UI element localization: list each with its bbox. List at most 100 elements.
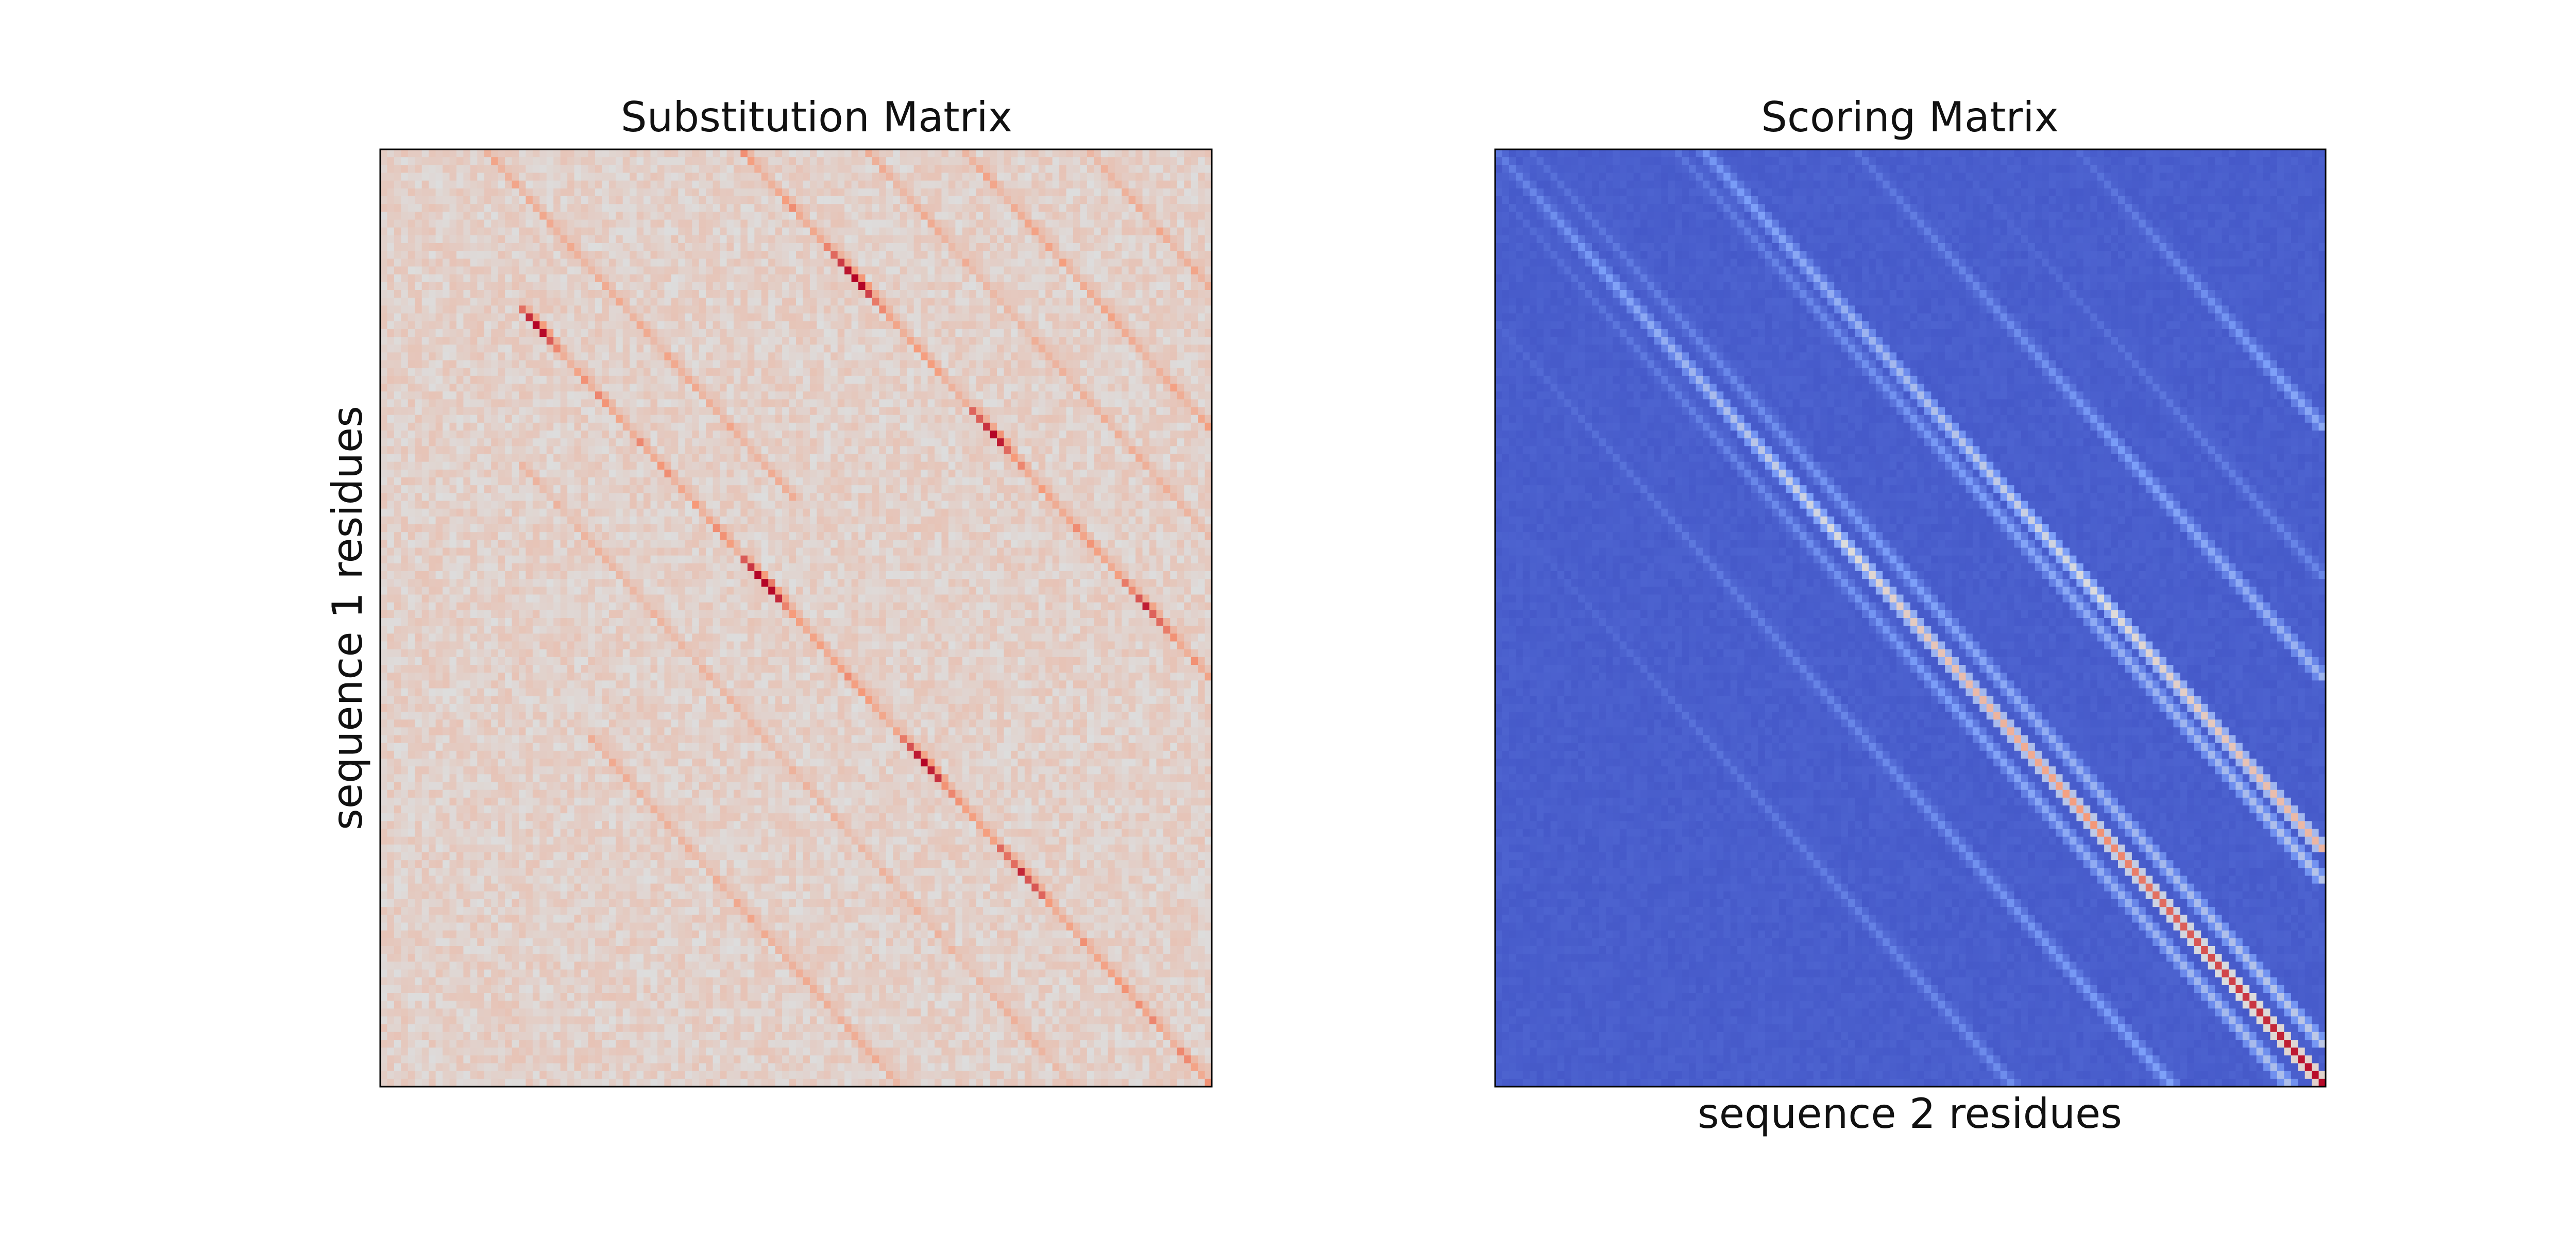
substitution-matrix-cell [941, 305, 948, 314]
substitution-matrix-cell [456, 212, 464, 220]
substitution-matrix-cell [858, 314, 866, 322]
substitution-matrix-cell [713, 462, 720, 470]
substitution-matrix-cell [387, 290, 394, 298]
substitution-matrix-cell [401, 212, 408, 220]
substitution-matrix-cell [713, 204, 720, 212]
substitution-matrix-cell [643, 220, 651, 228]
substitution-matrix-cell [491, 173, 498, 181]
substitution-matrix-cell [768, 251, 775, 259]
substitution-matrix-cell [678, 462, 685, 470]
substitution-matrix-cell [1156, 267, 1163, 275]
substitution-matrix-cell [505, 431, 512, 439]
substitution-matrix-cell [1184, 446, 1191, 454]
substitution-matrix-cell [872, 423, 879, 431]
substitution-matrix-cell [858, 298, 866, 306]
substitution-matrix-cell [533, 165, 540, 173]
substitution-matrix-cell [754, 282, 761, 290]
substitution-matrix-cell [1122, 337, 1129, 345]
substitution-matrix-cell [505, 470, 512, 478]
substitution-matrix-cell [928, 173, 935, 181]
substitution-matrix-cell [1191, 274, 1198, 283]
substitution-matrix-cell [866, 446, 873, 454]
substitution-matrix-cell [907, 290, 914, 298]
substitution-matrix-cell [1025, 196, 1032, 204]
substitution-matrix-cell [553, 235, 561, 244]
substitution-matrix-cell [623, 204, 630, 212]
substitution-matrix-cell [1031, 274, 1039, 283]
substitution-matrix-cell [748, 446, 755, 454]
substitution-matrix-cell [914, 251, 921, 259]
substitution-matrix-cell [810, 220, 817, 228]
substitution-matrix-cell [616, 149, 623, 158]
substitution-matrix-cell [740, 368, 748, 376]
substitution-matrix-cell [886, 329, 893, 337]
substitution-matrix-cell [415, 329, 422, 337]
substitution-matrix-cell [1053, 391, 1060, 400]
substitution-matrix-cell [962, 157, 970, 165]
substitution-matrix-cell [380, 407, 387, 416]
substitution-matrix-cell [935, 337, 942, 345]
substitution-matrix-cell [429, 431, 436, 439]
substitution-matrix-cell [831, 149, 838, 158]
substitution-matrix-cell [727, 212, 734, 220]
substitution-matrix-cell [401, 157, 408, 165]
substitution-matrix-cell [1059, 446, 1066, 454]
substitution-matrix-cell [852, 188, 859, 197]
substitution-matrix-cell [824, 321, 831, 330]
substitution-matrix-cell [789, 376, 796, 384]
substitution-matrix-cell [1108, 181, 1115, 189]
substitution-matrix-cell [928, 251, 935, 259]
substitution-matrix-cell [422, 196, 429, 204]
substitution-matrix-cell [914, 181, 921, 189]
substitution-matrix-cell [443, 376, 450, 384]
substitution-matrix-cell [1143, 228, 1150, 236]
substitution-matrix-cell [941, 314, 948, 322]
substitution-matrix-cell [630, 267, 637, 275]
substitution-matrix-cell [727, 149, 734, 158]
substitution-matrix-cell [1059, 165, 1066, 173]
substitution-matrix-cell [921, 438, 928, 447]
substitution-matrix-cell [387, 431, 394, 439]
substitution-matrix-cell [872, 157, 879, 165]
substitution-matrix-cell [1136, 267, 1143, 275]
substitution-matrix-cell [782, 149, 789, 158]
substitution-matrix-cell [948, 446, 956, 454]
substitution-matrix-cell [852, 446, 859, 454]
substitution-matrix-cell [477, 259, 484, 267]
substitution-matrix-cell [789, 384, 796, 392]
substitution-matrix-cell [574, 282, 582, 290]
substitution-matrix-cell [1066, 462, 1074, 470]
substitution-matrix-cell [928, 305, 935, 314]
substitution-matrix-cell [914, 259, 921, 267]
substitution-matrix-cell [858, 165, 866, 173]
substitution-matrix-cell [900, 282, 907, 290]
substitution-matrix-cell [1025, 235, 1032, 244]
substitution-matrix-cell [463, 196, 470, 204]
substitution-matrix-cell [1129, 188, 1136, 197]
substitution-matrix-cell [595, 196, 602, 204]
substitution-matrix-cell [1198, 305, 1205, 314]
substitution-matrix-cell [387, 321, 394, 330]
substitution-matrix-cell [768, 368, 775, 376]
substitution-matrix-cell [1011, 165, 1018, 173]
substitution-matrix-cell [1115, 274, 1122, 283]
substitution-matrix-cell [1149, 438, 1157, 447]
substitution-matrix-cell [817, 337, 824, 345]
substitution-matrix-cell [831, 274, 838, 283]
substitution-matrix-cell [477, 454, 484, 462]
substitution-matrix-cell [935, 251, 942, 259]
substitution-matrix-cell [831, 407, 838, 416]
substitution-matrix-cell [782, 181, 789, 189]
substitution-matrix-cell [810, 212, 817, 220]
substitution-matrix-cell [602, 391, 609, 400]
substitution-matrix-cell [498, 462, 505, 470]
substitution-matrix-cell [893, 384, 900, 392]
substitution-matrix-cell [852, 267, 859, 275]
substitution-matrix-cell [941, 267, 948, 275]
substitution-matrix-cell [484, 267, 492, 275]
substitution-matrix-cell [1087, 314, 1094, 322]
substitution-matrix-cell [1205, 305, 1212, 314]
substitution-matrix-cell [1191, 454, 1198, 462]
substitution-matrix-cell [761, 204, 769, 212]
substitution-matrix-cell [456, 368, 464, 376]
